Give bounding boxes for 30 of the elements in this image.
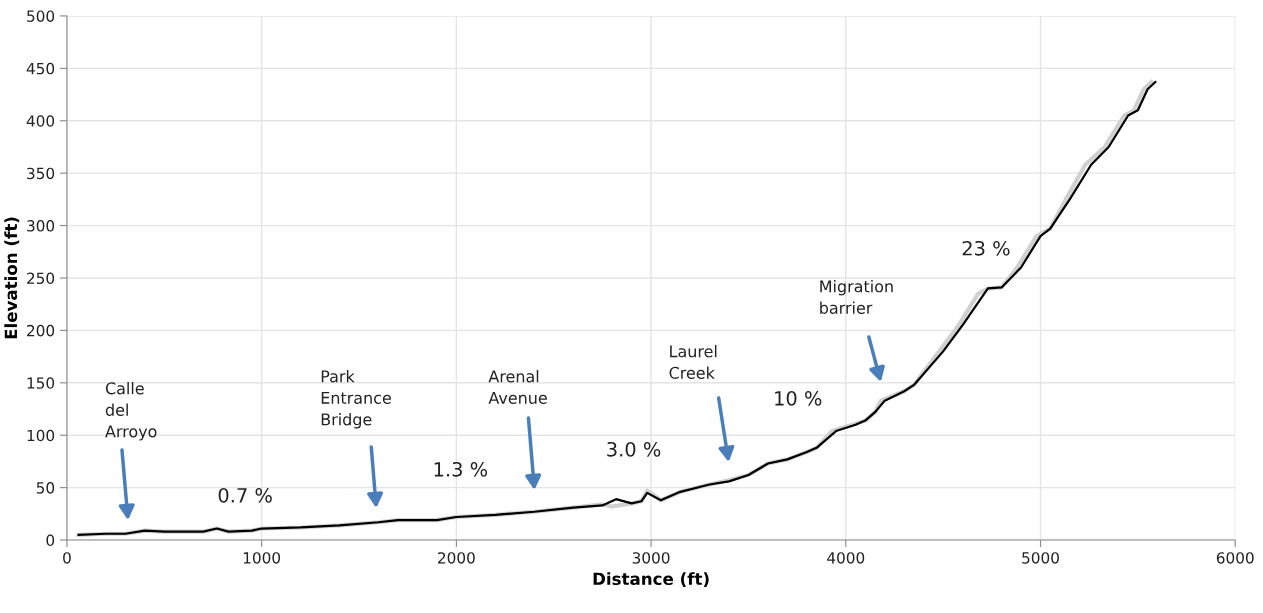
x-tick-label: 5000 (1022, 552, 1059, 564)
y-tick-label: 150 (27, 377, 55, 389)
annotation: Laurel Creek (669, 345, 717, 379)
annotation: Park Entrance Bridge (321, 370, 391, 429)
x-tick-label: 3000 (632, 552, 670, 564)
y-tick-label: 400 (26, 115, 55, 127)
annotation: Migration barrier (820, 280, 893, 314)
annotation: Arenal Avenue (488, 370, 547, 404)
annotation: Calle del Arroyo (105, 382, 157, 441)
y-tick-label: 300 (27, 220, 55, 232)
y-tick-label: 200 (27, 324, 55, 337)
y-tick-label: 450 (26, 62, 55, 75)
annotation: 23 % (962, 240, 1010, 256)
y-tick-label: 250 (27, 272, 55, 285)
x-tick-label: 1000 (243, 552, 281, 564)
x-axis-title: Distance (ft) (593, 572, 709, 588)
annotation: 1.3 % (434, 461, 488, 477)
annotation: 10 % (775, 390, 822, 406)
x-tick-label: 0 (63, 552, 71, 564)
y-axis-title: Elevation (ft) (4, 217, 20, 339)
y-tick-label: 100 (27, 429, 55, 442)
x-tick-label: 4000 (827, 552, 865, 564)
y-tick-label: 500 (27, 10, 55, 22)
x-tick-label: 2000 (438, 552, 475, 564)
y-tick-label: 350 (27, 167, 55, 180)
annotation: 3.0 % (607, 441, 661, 457)
x-tick-label: 6000 (1216, 552, 1254, 564)
y-tick-label: 0 (46, 534, 55, 547)
y-tick-label: 50 (36, 482, 55, 494)
annotation: 0.7 % (218, 487, 272, 503)
